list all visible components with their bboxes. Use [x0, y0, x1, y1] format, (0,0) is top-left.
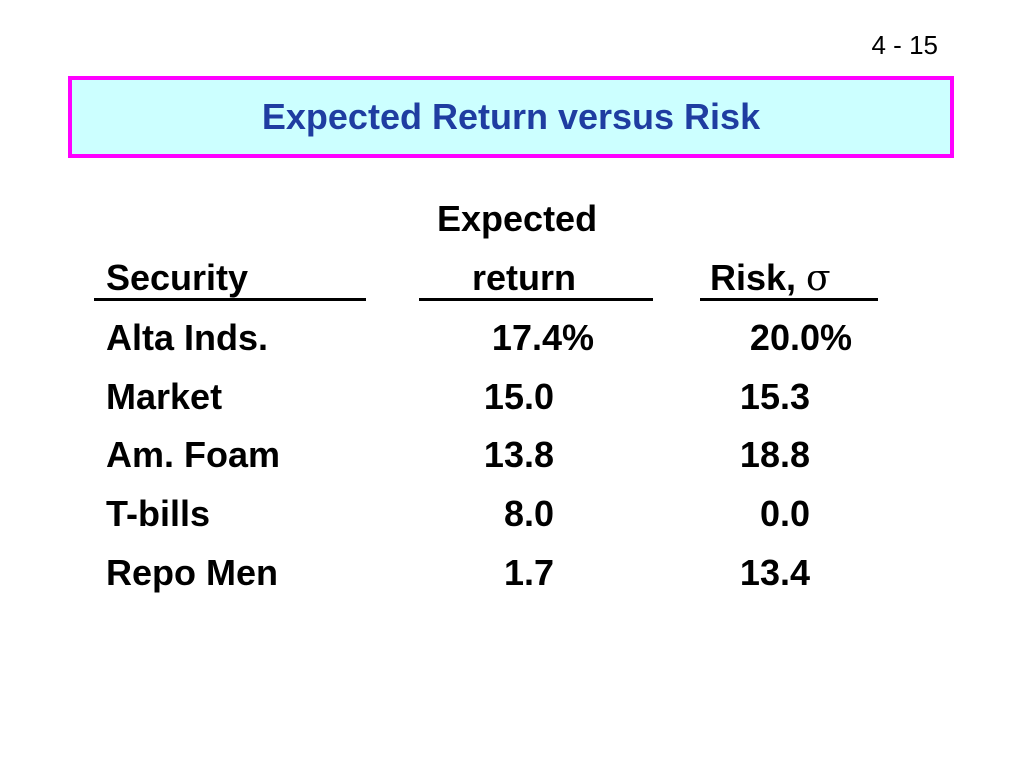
security-cell: Am. Foam [106, 434, 281, 475]
header-risk: Risk, σ [710, 260, 831, 297]
risk-cell: 13.4 [739, 552, 810, 593]
expected-return-cell: 17.4% [491, 317, 594, 358]
security-cell: Alta Inds. [106, 317, 269, 358]
sigma-symbol: σ [806, 258, 831, 299]
slide-title: Expected Return versus Risk [261, 96, 761, 137]
slide-number: 4 - 15 [871, 30, 939, 60]
expected-return-cell: 15.0 [483, 376, 554, 417]
security-cell: T-bills [106, 493, 211, 534]
risk-header-rule [700, 298, 878, 301]
risk-cell: 15.3 [739, 376, 810, 417]
security-cell: Market [106, 376, 223, 417]
header-expected-line2: return [472, 257, 577, 298]
security-header-rule [94, 298, 366, 301]
title-box: Expected Return versus Risk [68, 76, 954, 158]
security-cell: Repo Men [106, 552, 279, 593]
header-security: Security [106, 257, 249, 298]
expected-return-cell: 13.8 [483, 434, 554, 475]
expected-return-cell: 1.7 [503, 552, 554, 593]
risk-cell: 18.8 [739, 434, 810, 475]
risk-cell: 0.0 [759, 493, 810, 534]
risk-cell: 20.0% [749, 317, 852, 358]
header-expected-line1: Expected [437, 198, 598, 239]
header-risk-label: Risk, [710, 257, 807, 298]
expected-header-rule [419, 298, 653, 301]
expected-return-cell: 8.0 [503, 493, 554, 534]
